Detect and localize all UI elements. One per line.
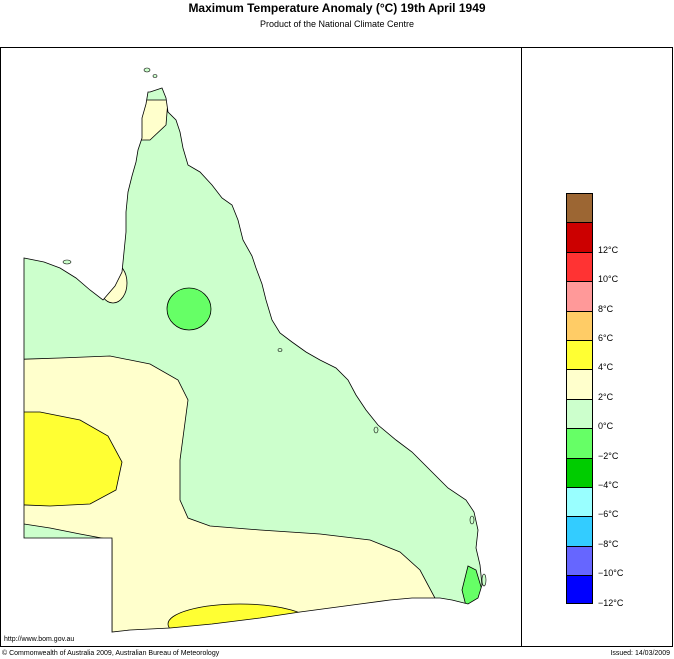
zone-0-minus2-southwest-corner bbox=[24, 521, 113, 632]
legend-swatch bbox=[566, 428, 593, 458]
legend-label: −12°C bbox=[598, 597, 624, 608]
zone-2-4-south bbox=[167, 603, 313, 632]
issued-date: Issued: 14/03/2009 bbox=[610, 650, 670, 657]
legend-label: −6°C bbox=[598, 509, 619, 520]
legend-divider bbox=[521, 47, 522, 647]
zone-2-4-southwest bbox=[24, 411, 123, 507]
legend-label: 12°C bbox=[598, 244, 619, 255]
copyright-text: © Commonwealth of Australia 2009, Austra… bbox=[2, 650, 220, 657]
legend-swatch bbox=[566, 575, 593, 605]
offshore-islands bbox=[62, 67, 487, 587]
legend-label: 6°C bbox=[598, 333, 614, 343]
legend-swatch bbox=[566, 516, 593, 546]
legend-label: −10°C bbox=[598, 568, 624, 579]
legend-swatch bbox=[566, 281, 593, 311]
bom-url[interactable]: http://www.bom.gov.au bbox=[4, 636, 75, 643]
legend-swatch bbox=[566, 339, 593, 370]
legend-swatch bbox=[566, 369, 593, 399]
legend-swatch bbox=[566, 193, 593, 223]
legend-swatch bbox=[566, 486, 593, 517]
map-frame bbox=[0, 47, 673, 647]
legend-label: −4°C bbox=[598, 480, 619, 490]
zone-0-2-gulf bbox=[98, 262, 128, 304]
legend-label: 4°C bbox=[598, 362, 614, 373]
legend-label: −2°C bbox=[598, 450, 619, 461]
legend-swatch bbox=[566, 310, 593, 340]
legend-label: 8°C bbox=[598, 303, 614, 314]
legend-swatch bbox=[566, 222, 593, 252]
legend-swatch bbox=[566, 545, 593, 576]
legend-colorbar bbox=[566, 193, 593, 605]
legend-swatch bbox=[566, 251, 593, 282]
map-subtitle: Product of the National Climate Centre bbox=[259, 19, 415, 29]
legend-label: 2°C bbox=[598, 391, 614, 402]
legend-label: −8°C bbox=[598, 538, 619, 549]
legend-label: 0°C bbox=[598, 421, 614, 432]
legend-swatch bbox=[566, 398, 593, 429]
zone-minus2-minus4-gulf bbox=[166, 287, 212, 331]
map-title: Maximum Temperature Anomaly (°C) 19th Ap… bbox=[188, 1, 486, 15]
legend-label: 10°C bbox=[598, 274, 619, 285]
legend-swatch bbox=[566, 457, 593, 487]
qld-coastline bbox=[23, 87, 483, 633]
